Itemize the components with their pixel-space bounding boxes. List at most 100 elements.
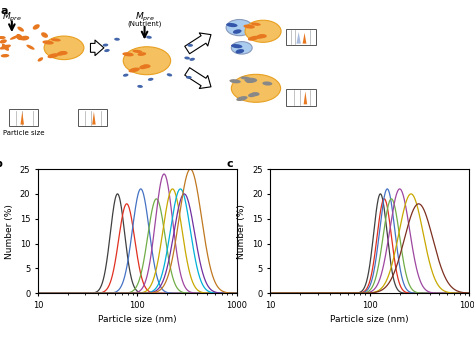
Ellipse shape [123,73,128,77]
Ellipse shape [59,51,68,55]
120 min [302,291,308,295]
480 min [466,291,472,295]
30 min [302,291,308,295]
20 min [70,291,76,295]
Ellipse shape [137,52,146,56]
90 min [35,291,41,295]
60 min [125,291,131,295]
30 min [466,291,472,295]
2 min [86,291,92,295]
Ellipse shape [262,81,273,86]
120 min [185,264,191,268]
90 min [153,220,158,224]
360 min [125,291,131,295]
Polygon shape [296,32,301,43]
Ellipse shape [186,76,191,79]
Ellipse shape [2,44,9,51]
60 min [70,291,76,295]
Y-axis label: Number (%): Number (%) [5,204,14,259]
Ellipse shape [256,34,264,39]
960 min [357,291,363,295]
60 min [384,187,390,191]
90 min [86,291,92,295]
300 min [153,289,158,293]
Bar [78,109,107,126]
960 min [400,241,406,246]
20 min [125,258,131,262]
Line: 10 min: 10 min [270,194,469,293]
960 min [416,202,421,206]
Line: 20 min: 20 min [38,189,237,293]
360 min [185,170,191,174]
30 min [267,291,273,295]
480 min [357,291,363,295]
270 min [302,291,308,295]
10 min [401,291,406,295]
Ellipse shape [0,45,11,50]
Ellipse shape [190,58,195,61]
300 min [35,291,41,295]
FancyArrowPatch shape [91,40,104,56]
120 min [389,197,394,201]
20 min [168,291,174,295]
Ellipse shape [248,36,259,41]
90 min [161,172,167,176]
210 min [185,214,191,218]
10 min [319,291,324,295]
X-axis label: Particle size (nm): Particle size (nm) [330,315,409,324]
270 min [401,194,406,198]
Text: c: c [227,159,233,169]
Ellipse shape [37,57,43,62]
120 min [401,259,406,263]
Line: 90 min: 90 min [38,174,237,293]
2 min [70,291,76,295]
Ellipse shape [233,29,242,34]
Ellipse shape [244,24,255,29]
Bar [286,89,316,106]
60 min [302,291,308,295]
Ellipse shape [10,35,20,40]
Ellipse shape [103,43,108,47]
30 min [418,291,423,295]
Ellipse shape [167,73,172,77]
Ellipse shape [104,49,110,52]
90 min [168,206,174,210]
Line: 60 min: 60 min [38,199,237,293]
10 min [418,291,423,295]
60 min [466,291,472,295]
120 min [70,291,76,295]
60 min [86,291,92,295]
Line: 960 min: 960 min [270,204,469,293]
Ellipse shape [0,39,7,43]
300 min [168,248,173,252]
Ellipse shape [142,64,151,68]
Ellipse shape [236,96,247,101]
60 min [35,291,41,295]
Line: 60 min: 60 min [270,189,469,293]
120 min [418,291,423,295]
Ellipse shape [226,23,237,27]
2 min [126,260,131,264]
480 min [408,192,414,196]
Ellipse shape [248,93,256,97]
Ellipse shape [245,20,281,42]
480 min [418,218,423,222]
20 min [153,269,158,273]
Ellipse shape [17,34,22,38]
360 min [35,291,41,295]
10 min [35,291,41,295]
480 min [385,276,391,280]
270 min [319,291,324,295]
60 min [168,269,174,274]
Ellipse shape [42,40,54,45]
360 min [188,167,193,171]
120 min [35,291,41,295]
10 min [385,238,391,242]
Ellipse shape [146,36,152,39]
Ellipse shape [44,36,84,60]
Line: 120 min: 120 min [270,199,469,293]
300 min [182,192,187,196]
60 min [385,187,391,191]
Ellipse shape [139,65,148,69]
Text: $M_{pre}$: $M_{pre}$ [2,11,22,24]
